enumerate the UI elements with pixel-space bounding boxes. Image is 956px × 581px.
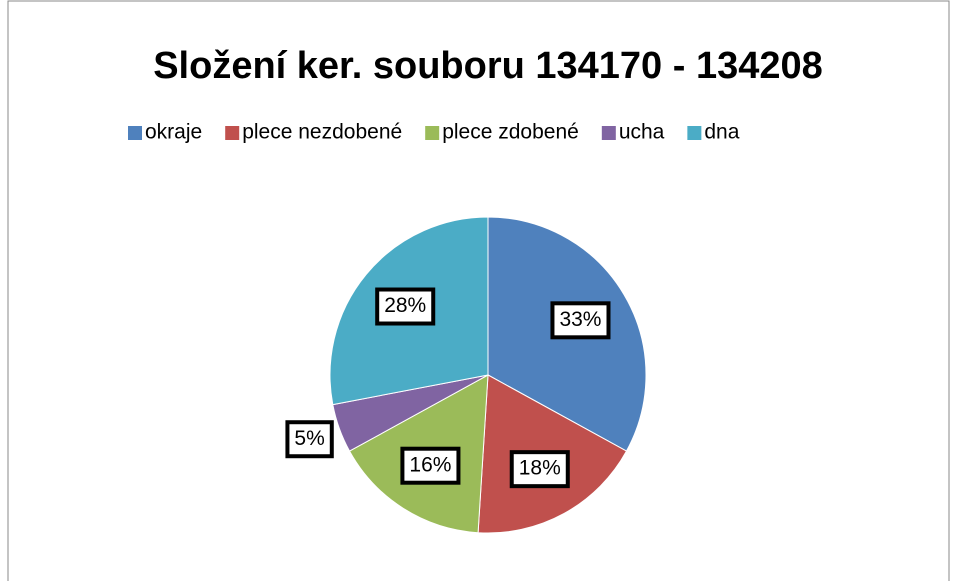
legend-label: plece nezdobené: [242, 121, 402, 144]
chart-title: Složení ker. souboru 134170 - 134208: [153, 45, 823, 87]
data-label-box: [285, 420, 334, 459]
data-label: 33%: [559, 308, 601, 331]
legend-swatch: [687, 126, 702, 140]
legend-label: dna: [704, 121, 739, 144]
data-label: 18%: [519, 457, 561, 480]
data-label-box: [400, 446, 461, 485]
data-label: 16%: [409, 453, 451, 476]
data-label-box: [509, 450, 570, 489]
legend-swatch: [128, 126, 142, 140]
legend-swatch: [601, 126, 616, 140]
legend-swatch: [425, 126, 440, 140]
data-label-box: [550, 301, 611, 340]
data-label-box: [375, 287, 436, 326]
legend-label: plece zdobené: [442, 121, 579, 144]
legend-label: ucha: [619, 121, 665, 144]
legend-label: okraje: [145, 121, 202, 144]
legend-swatch: [225, 126, 240, 140]
data-label: 5%: [294, 427, 324, 450]
data-label: 28%: [384, 294, 426, 317]
